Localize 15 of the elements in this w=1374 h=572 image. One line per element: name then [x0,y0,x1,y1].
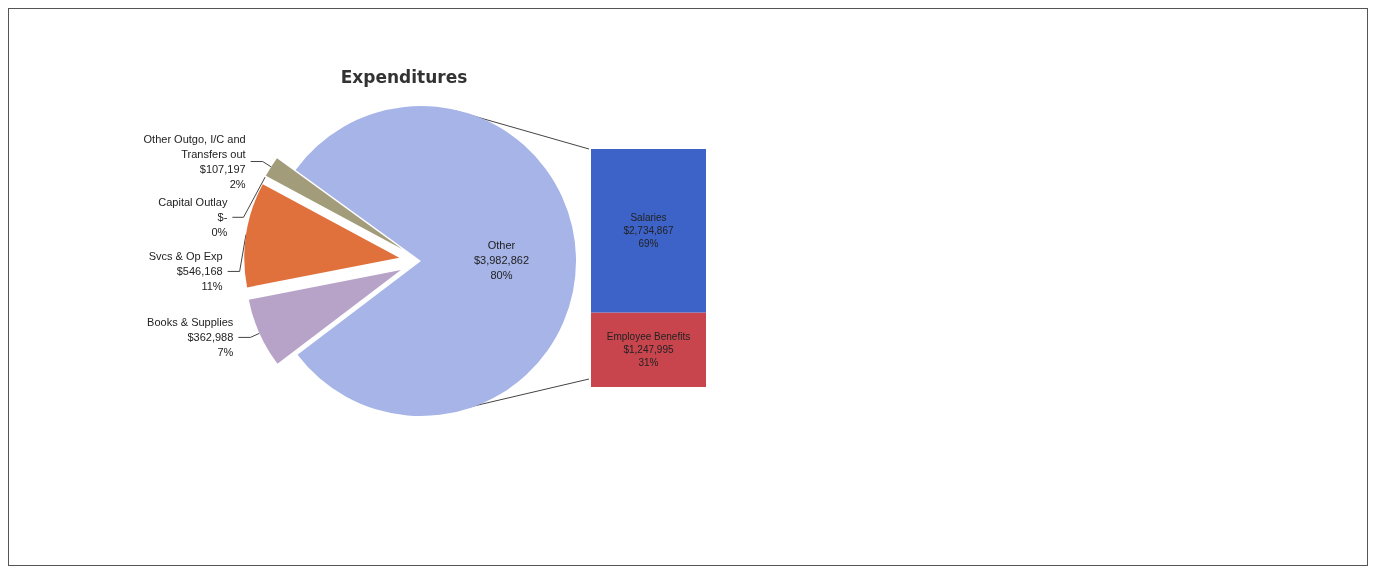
chart-title: Expenditures [340,66,468,87]
data-label: $2,734,867 69% [623,225,674,250]
text: $- 0% [211,211,228,239]
series-label: Employee Benefits [606,331,691,343]
data-label: $107,197 2% [199,163,246,191]
category-label: Capital Outlay [158,196,228,209]
data-label: $1,247,995 31% [623,344,674,369]
data-label: $362,988 7% [187,331,234,359]
data-label: $3,982,862 80% [473,254,530,282]
data-label: $546,168 11% [176,265,223,293]
series-label: Salaries [630,212,667,224]
slice-label: Svcs & Op Exp [148,250,223,263]
slice-label: Other [487,239,516,252]
slice-label: Other Outgo, I/C and Transfers out [143,133,246,161]
slice-label: Books & Supplies [147,316,234,329]
